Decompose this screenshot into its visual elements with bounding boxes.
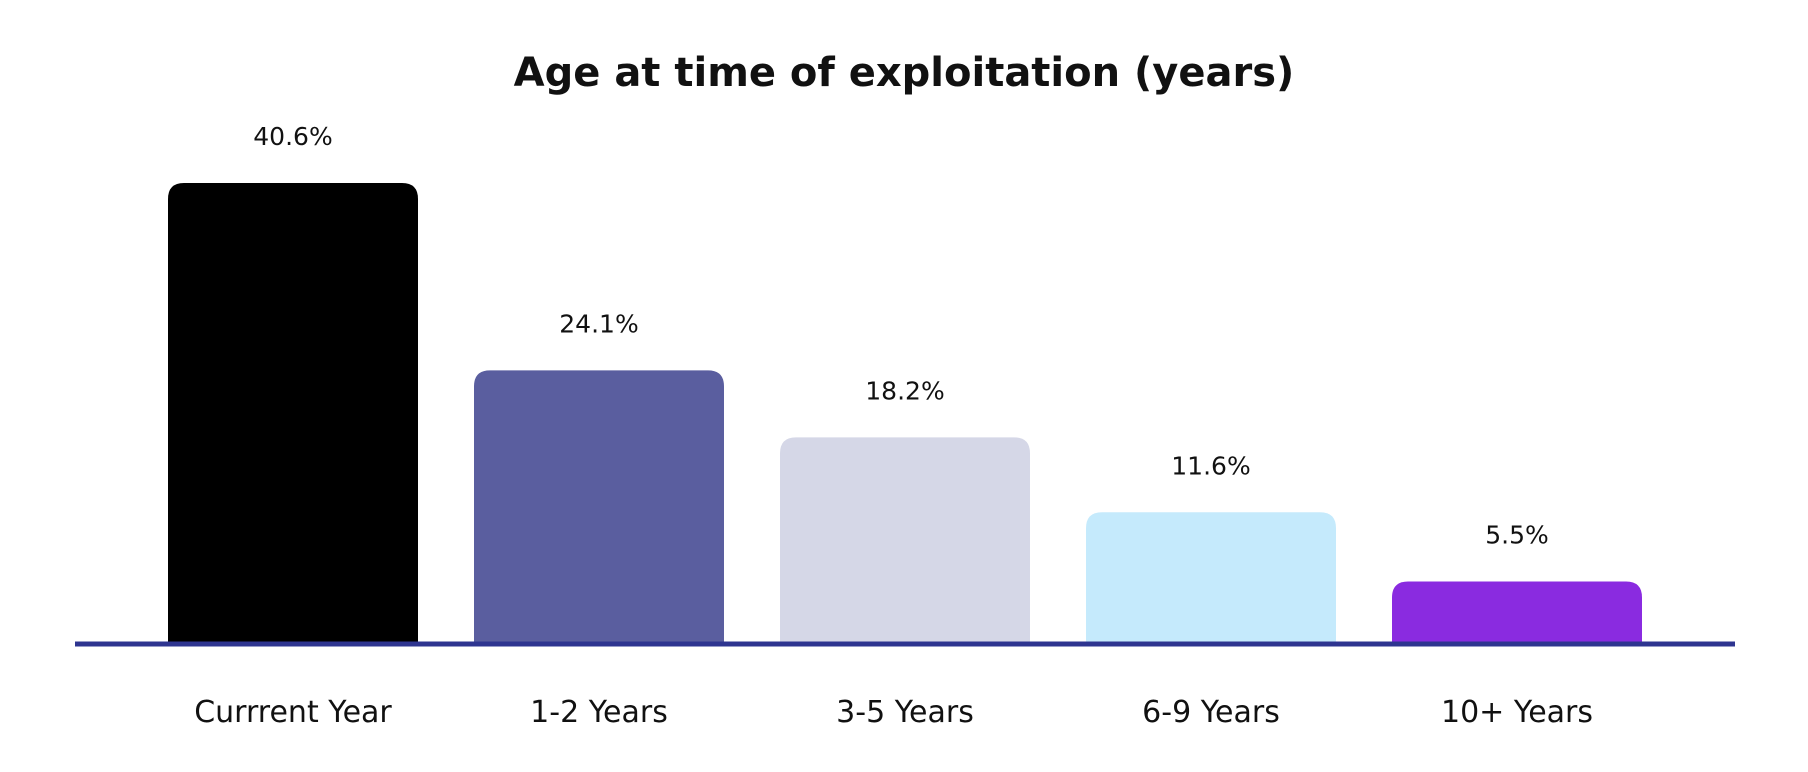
value-label-3: 18.2% bbox=[865, 376, 944, 405]
value-label-4: 11.6% bbox=[1171, 451, 1250, 480]
bars-group bbox=[168, 183, 1642, 644]
category-label-5: 10+ Years bbox=[1441, 695, 1593, 730]
value-label-1: 40.6% bbox=[253, 122, 332, 151]
category-labels-group: Currrent Year 1-2 Years 3-5 Years 6-9 Years… bbox=[194, 695, 1593, 730]
category-label-1: Currrent Year bbox=[194, 695, 392, 730]
bar-1 bbox=[168, 183, 418, 644]
category-label-3: 3-5 Years bbox=[836, 695, 974, 730]
value-label-5: 5.5% bbox=[1485, 521, 1549, 550]
chart-title: Age at time of exploitation (years) bbox=[514, 50, 1295, 96]
bar-5 bbox=[1392, 581, 1642, 644]
category-label-2: 1-2 Years bbox=[530, 695, 668, 730]
bar-4 bbox=[1086, 512, 1336, 644]
bar-2 bbox=[474, 370, 724, 644]
value-label-2: 24.1% bbox=[559, 309, 638, 338]
value-labels-group: 40.6% 24.1% 18.2% 11.6% 5.5% bbox=[253, 122, 1548, 550]
bar-3 bbox=[780, 437, 1030, 644]
category-label-4: 6-9 Years bbox=[1142, 695, 1280, 730]
